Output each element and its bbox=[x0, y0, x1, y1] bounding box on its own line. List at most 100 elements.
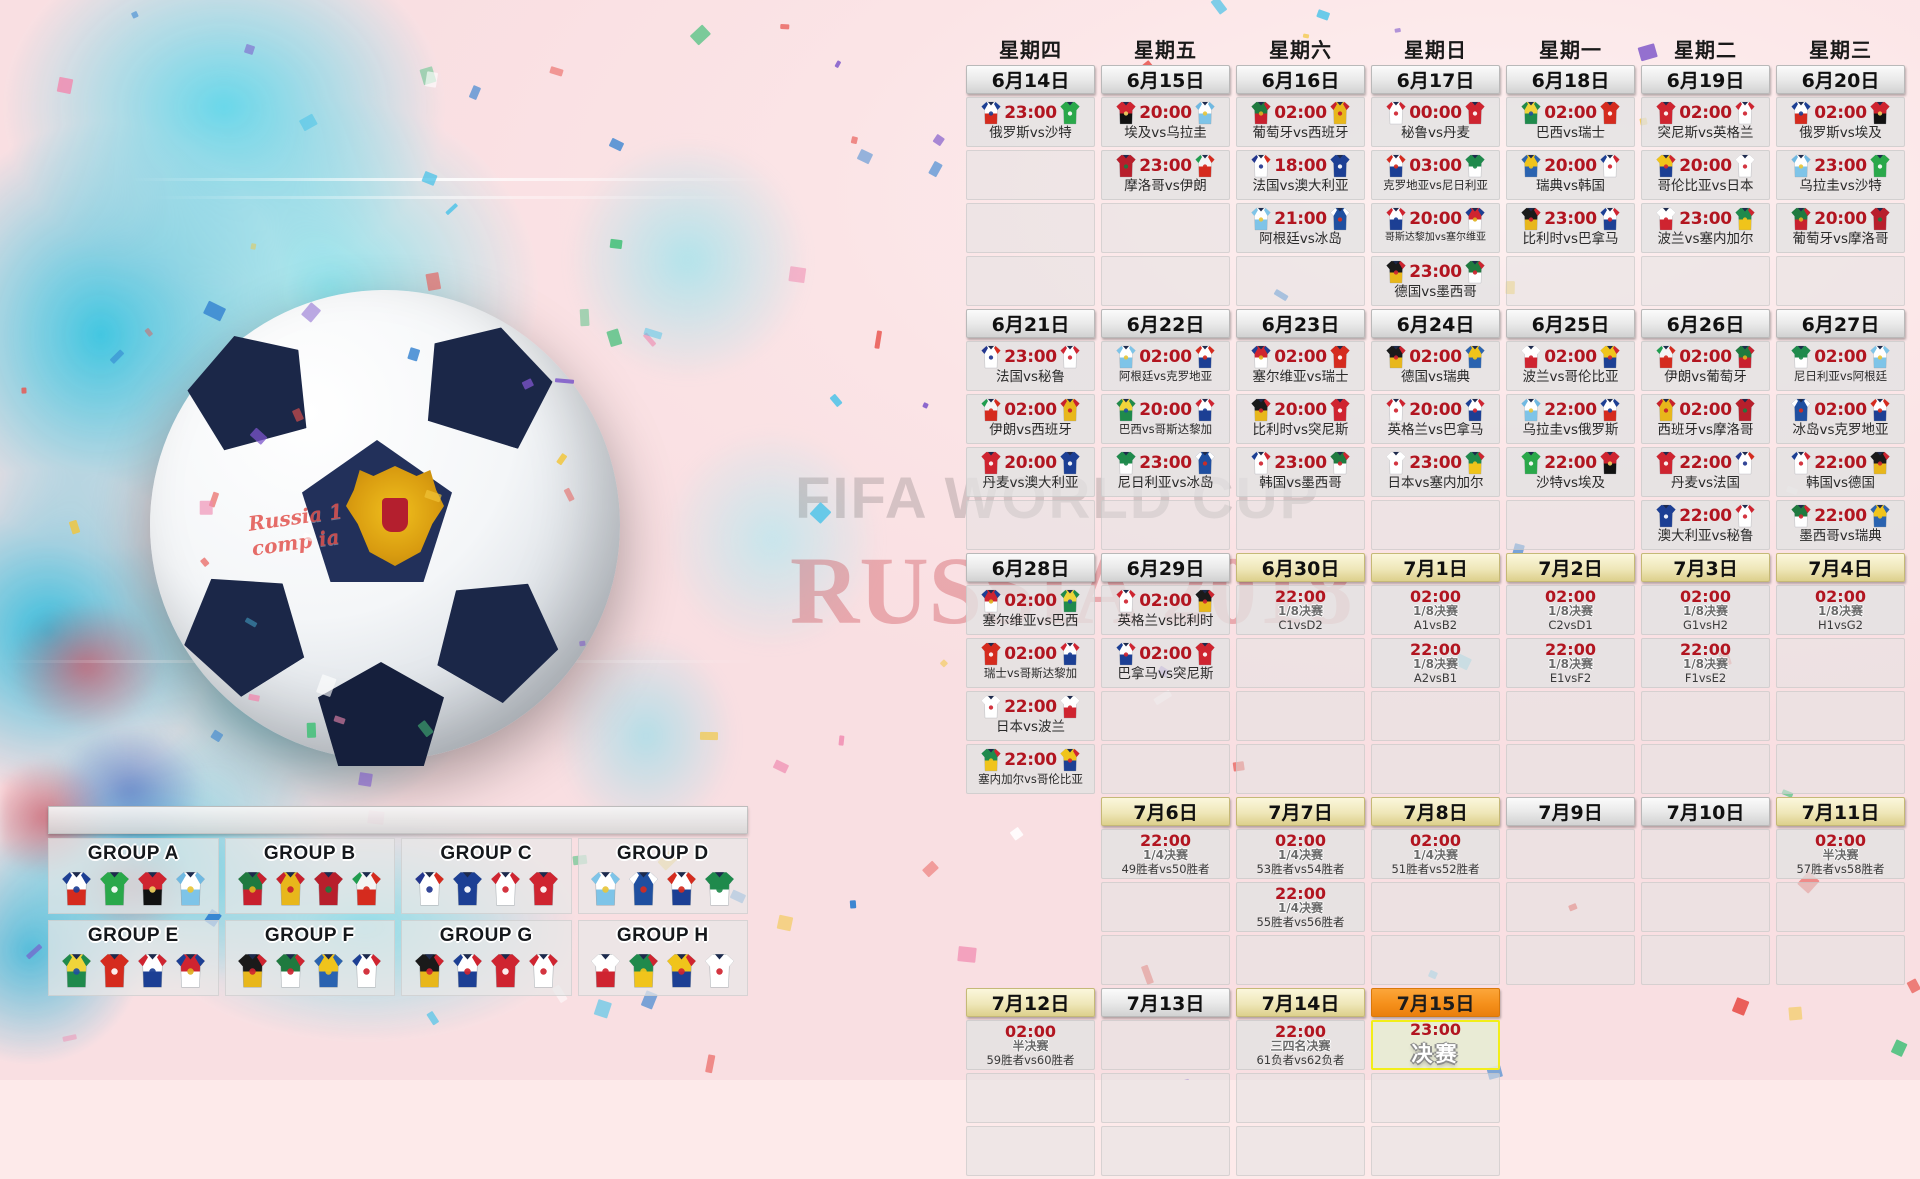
match-cell[interactable]: 20:00 瑞典vs韩国 bbox=[1506, 150, 1635, 200]
match-cell[interactable]: 02:00 俄罗斯vs埃及 bbox=[1776, 97, 1905, 147]
group-box[interactable]: GROUP C bbox=[401, 838, 572, 914]
group-box[interactable]: GROUP F bbox=[224, 920, 395, 996]
knockout-match-cell[interactable]: 22:00 1/4决赛 55胜者vs56胜者 bbox=[1236, 882, 1365, 932]
date-header[interactable]: 6月28日 bbox=[966, 553, 1095, 582]
match-cell[interactable]: 22:00 日本vs波兰 bbox=[966, 691, 1095, 741]
date-header[interactable]: 7月12日 bbox=[966, 988, 1095, 1017]
match-cell[interactable]: 20:00 丹麦vs澳大利亚 bbox=[966, 447, 1095, 497]
match-cell[interactable]: 02:00 英格兰vs比利时 bbox=[1101, 585, 1230, 635]
date-header[interactable]: 6月15日 bbox=[1101, 65, 1230, 94]
match-cell[interactable]: 20:00 葡萄牙vs摩洛哥 bbox=[1776, 203, 1905, 253]
match-cell[interactable]: 23:00 法国vs秘鲁 bbox=[966, 341, 1095, 391]
match-cell[interactable]: 22:00 韩国vs德国 bbox=[1776, 447, 1905, 497]
match-cell[interactable]: 23:00 摩洛哥vs伊朗 bbox=[1101, 150, 1230, 200]
match-cell[interactable]: 03:00 克罗地亚vs尼日利亚 bbox=[1371, 150, 1500, 200]
match-cell[interactable]: 02:00 塞尔维亚vs瑞士 bbox=[1236, 341, 1365, 391]
match-cell[interactable]: 23:00 乌拉圭vs沙特 bbox=[1776, 150, 1905, 200]
knockout-match-cell[interactable]: 02:00 1/4决赛 53胜者vs54胜者 bbox=[1236, 829, 1365, 879]
knockout-match-cell[interactable]: 22:00 1/8决赛 F1vsE2 bbox=[1641, 638, 1770, 688]
date-header[interactable]: 7月13日 bbox=[1101, 988, 1230, 1017]
date-header[interactable]: 7月7日 bbox=[1236, 797, 1365, 826]
match-cell[interactable]: 00:00 秘鲁vs丹麦 bbox=[1371, 97, 1500, 147]
knockout-match-cell[interactable]: 02:00 1/8决赛 A1vsB2 bbox=[1371, 585, 1500, 635]
date-header[interactable]: 7月6日 bbox=[1101, 797, 1230, 826]
match-cell[interactable]: 02:00 伊朗vs西班牙 bbox=[966, 394, 1095, 444]
final-match-cell[interactable]: 23:00 决赛 bbox=[1371, 1020, 1500, 1070]
date-header[interactable]: 6月22日 bbox=[1101, 309, 1230, 338]
match-cell[interactable]: 23:00 比利时vs巴拿马 bbox=[1506, 203, 1635, 253]
knockout-match-cell[interactable]: 02:00 1/8决赛 H1vsG2 bbox=[1776, 585, 1905, 635]
group-box[interactable]: GROUP D bbox=[577, 838, 748, 914]
match-cell[interactable]: 18:00 法国vs澳大利亚 bbox=[1236, 150, 1365, 200]
match-cell[interactable]: 23:00 波兰vs塞内加尔 bbox=[1641, 203, 1770, 253]
match-cell[interactable]: 23:00 日本vs塞内加尔 bbox=[1371, 447, 1500, 497]
knockout-match-cell[interactable]: 22:00 1/8决赛 C1vsD2 bbox=[1236, 585, 1365, 635]
match-cell[interactable]: 20:00 巴西vs哥斯达黎加 bbox=[1101, 394, 1230, 444]
match-cell[interactable]: 02:00 瑞士vs哥斯达黎加 bbox=[966, 638, 1095, 688]
date-header[interactable]: 6月27日 bbox=[1776, 309, 1905, 338]
match-cell[interactable]: 02:00 突尼斯vs英格兰 bbox=[1641, 97, 1770, 147]
knockout-match-cell[interactable]: 22:00 1/8决赛 A2vsB1 bbox=[1371, 638, 1500, 688]
match-cell[interactable]: 20:00 比利时vs突尼斯 bbox=[1236, 394, 1365, 444]
knockout-match-cell[interactable]: 02:00 1/8决赛 G1vsH2 bbox=[1641, 585, 1770, 635]
date-header[interactable]: 6月26日 bbox=[1641, 309, 1770, 338]
match-cell[interactable]: 02:00 西班牙vs摩洛哥 bbox=[1641, 394, 1770, 444]
group-box[interactable]: GROUP H bbox=[577, 920, 748, 996]
date-header[interactable]: 6月30日 bbox=[1236, 553, 1365, 582]
knockout-match-cell[interactable]: 22:00 三四名决赛 61负者vs62负者 bbox=[1236, 1020, 1365, 1070]
match-cell[interactable]: 20:00 英格兰vs巴拿马 bbox=[1371, 394, 1500, 444]
date-header[interactable]: 7月3日 bbox=[1641, 553, 1770, 582]
date-header[interactable]: 7月2日 bbox=[1506, 553, 1635, 582]
match-cell[interactable]: 02:00 冰岛vs克罗地亚 bbox=[1776, 394, 1905, 444]
date-header[interactable]: 6月29日 bbox=[1101, 553, 1230, 582]
date-header[interactable]: 6月24日 bbox=[1371, 309, 1500, 338]
knockout-match-cell[interactable]: 02:00 1/4决赛 51胜者vs52胜者 bbox=[1371, 829, 1500, 879]
knockout-match-cell[interactable]: 22:00 1/8决赛 E1vsF2 bbox=[1506, 638, 1635, 688]
match-cell[interactable]: 02:00 巴拿马vs突尼斯 bbox=[1101, 638, 1230, 688]
date-header[interactable]: 7月11日 bbox=[1776, 797, 1905, 826]
knockout-match-cell[interactable]: 02:00 半决赛 57胜者vs58胜者 bbox=[1776, 829, 1905, 879]
group-box[interactable]: GROUP G bbox=[401, 920, 572, 996]
match-cell[interactable]: 22:00 塞内加尔vs哥伦比亚 bbox=[966, 744, 1095, 794]
match-cell[interactable]: 02:00 波兰vs哥伦比亚 bbox=[1506, 341, 1635, 391]
match-cell[interactable]: 21:00 阿根廷vs冰岛 bbox=[1236, 203, 1365, 253]
match-cell[interactable]: 22:00 乌拉圭vs俄罗斯 bbox=[1506, 394, 1635, 444]
match-cell[interactable]: 23:00 德国vs墨西哥 bbox=[1371, 256, 1500, 306]
date-header[interactable]: 6月25日 bbox=[1506, 309, 1635, 338]
group-box[interactable]: GROUP E bbox=[48, 920, 219, 996]
date-header[interactable]: 6月23日 bbox=[1236, 309, 1365, 338]
match-cell[interactable]: 22:00 沙特vs埃及 bbox=[1506, 447, 1635, 497]
match-cell[interactable]: 02:00 伊朗vs葡萄牙 bbox=[1641, 341, 1770, 391]
date-header[interactable]: 7月8日 bbox=[1371, 797, 1500, 826]
knockout-match-cell[interactable]: 02:00 1/8决赛 C2vsD1 bbox=[1506, 585, 1635, 635]
match-cell[interactable]: 22:00 丹麦vs法国 bbox=[1641, 447, 1770, 497]
knockout-match-cell[interactable]: 22:00 1/4决赛 49胜者vs50胜者 bbox=[1101, 829, 1230, 879]
group-box[interactable]: GROUP A bbox=[48, 838, 219, 914]
date-header[interactable]: 7月14日 bbox=[1236, 988, 1365, 1017]
match-cell[interactable]: 02:00 巴西vs瑞士 bbox=[1506, 97, 1635, 147]
date-header[interactable]: 6月14日 bbox=[966, 65, 1095, 94]
match-cell[interactable]: 22:00 墨西哥vs瑞典 bbox=[1776, 500, 1905, 550]
match-cell[interactable]: 20:00 哥斯达黎加vs塞尔维亚 bbox=[1371, 203, 1500, 253]
knockout-match-cell[interactable]: 02:00 半决赛 59胜者vs60胜者 bbox=[966, 1020, 1095, 1070]
match-cell[interactable]: 23:00 俄罗斯vs沙特 bbox=[966, 97, 1095, 147]
date-header[interactable]: 7月10日 bbox=[1641, 797, 1770, 826]
date-header[interactable]: 6月18日 bbox=[1506, 65, 1635, 94]
group-box[interactable]: GROUP B bbox=[224, 838, 395, 914]
match-cell[interactable]: 02:00 德国vs瑞典 bbox=[1371, 341, 1500, 391]
match-cell[interactable]: 20:00 哥伦比亚vs日本 bbox=[1641, 150, 1770, 200]
match-cell[interactable]: 02:00 葡萄牙vs西班牙 bbox=[1236, 97, 1365, 147]
match-cell[interactable]: 22:00 澳大利亚vs秘鲁 bbox=[1641, 500, 1770, 550]
date-header[interactable]: 7月1日 bbox=[1371, 553, 1500, 582]
match-cell[interactable]: 02:00 阿根廷vs克罗地亚 bbox=[1101, 341, 1230, 391]
match-cell[interactable]: 23:00 尼日利亚vs冰岛 bbox=[1101, 447, 1230, 497]
match-cell[interactable]: 20:00 埃及vs乌拉圭 bbox=[1101, 97, 1230, 147]
date-header[interactable]: 6月21日 bbox=[966, 309, 1095, 338]
match-cell[interactable]: 23:00 韩国vs墨西哥 bbox=[1236, 447, 1365, 497]
date-header[interactable]: 6月16日 bbox=[1236, 65, 1365, 94]
date-header[interactable]: 7月9日 bbox=[1506, 797, 1635, 826]
date-header[interactable]: 7月4日 bbox=[1776, 553, 1905, 582]
date-header[interactable]: 6月17日 bbox=[1371, 65, 1500, 94]
date-header[interactable]: 6月19日 bbox=[1641, 65, 1770, 94]
match-cell[interactable]: 02:00 塞尔维亚vs巴西 bbox=[966, 585, 1095, 635]
